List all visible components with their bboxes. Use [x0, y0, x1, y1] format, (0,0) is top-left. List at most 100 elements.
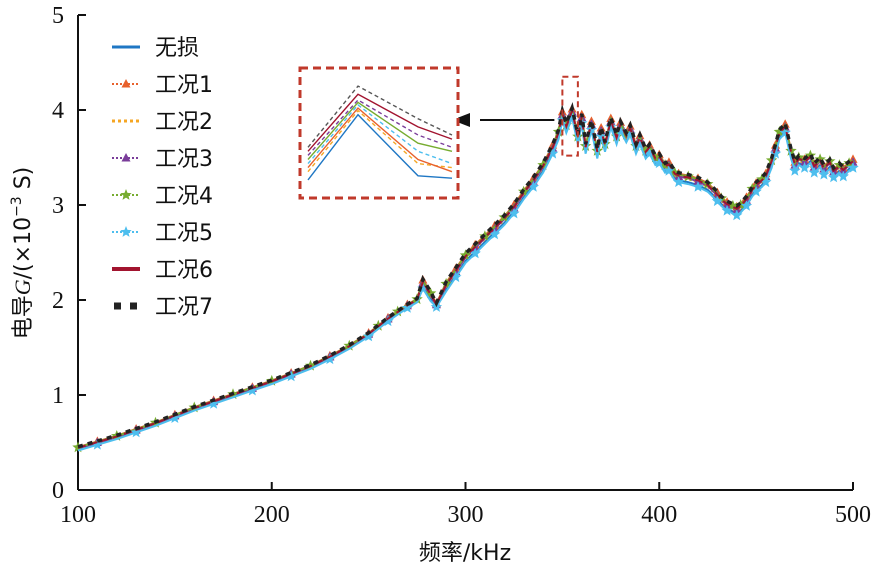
inset-series-line: [307, 93, 453, 152]
y-tick-label: 0: [52, 478, 64, 504]
series-marker: [653, 157, 665, 169]
x-axis-title: 频率/kHz: [419, 541, 511, 566]
series-marker: [585, 123, 598, 135]
inset-series-line: [307, 107, 453, 173]
series-marker: [246, 384, 259, 396]
peak-highlight-box: [561, 75, 579, 157]
legend-entry-7: 工况7: [114, 295, 213, 320]
y-tick-label: 4: [52, 98, 64, 124]
inset-series-line: [307, 101, 453, 160]
legend-entry-1: 工况1: [112, 73, 213, 98]
legend-label: 工况6: [155, 258, 213, 283]
x-tick-label: 300: [448, 502, 484, 528]
series-marker: [731, 209, 743, 221]
inset-series-line: [307, 99, 453, 156]
y-tick-label: 1: [52, 383, 64, 409]
series-marker: [120, 189, 132, 200]
y-axis-title-unit: S): [11, 167, 36, 197]
legend-label: 工况2: [155, 110, 213, 135]
legend-label: 工况7: [155, 295, 213, 320]
series-marker: [324, 353, 336, 365]
series-marker: [789, 164, 801, 176]
legend-label: 工况3: [155, 147, 213, 172]
series-marker: [643, 147, 656, 159]
inset-arrow-head: [452, 113, 470, 127]
y-axis-title: 电导G/(×10−3 S): [9, 167, 36, 340]
inset-series-line: [307, 85, 453, 148]
series-marker: [750, 185, 762, 197]
series-marker: [459, 249, 472, 261]
series-line: [77, 114, 854, 452]
legend-swatch: [130, 302, 137, 310]
legend-entry-3: 工况3: [112, 147, 213, 172]
series-marker: [605, 121, 617, 132]
series-marker: [798, 161, 811, 173]
series-line: [77, 107, 854, 449]
axes-layer: 100 200 300 400 500 0 1 2 3 4 5: [52, 3, 871, 528]
series-marker: [663, 164, 675, 176]
series-marker: [527, 180, 539, 192]
legend-entry-0: 无损: [112, 36, 199, 61]
series-marker: [800, 157, 810, 166]
legend-entry-4: 工况4: [112, 184, 213, 209]
series-6: [77, 107, 854, 449]
series-marker: [808, 166, 820, 178]
legend-label: 无损: [155, 36, 199, 61]
series-marker: [827, 171, 840, 183]
series-marker: [207, 397, 220, 409]
series-marker: [362, 330, 375, 342]
series-marker: [547, 147, 559, 159]
inset-layer: [298, 66, 460, 200]
series-marker: [91, 438, 104, 450]
series-marker: [769, 147, 782, 159]
series-marker: [711, 195, 724, 207]
series-marker: [488, 228, 501, 240]
legend-label: 工况1: [155, 73, 213, 98]
series-marker: [672, 176, 685, 188]
legend-entry-5: 工况5: [112, 221, 213, 246]
series-7: [77, 101, 855, 449]
series-marker: [121, 79, 131, 88]
y-tick-label: 3: [52, 193, 64, 219]
x-tick-label: 100: [60, 502, 96, 528]
series-marker: [624, 128, 636, 140]
inset-series-line: [307, 113, 453, 181]
y-axis-title-quantity: 电导: [11, 295, 36, 339]
series-marker: [847, 161, 859, 173]
y-axis-title-scale: /(×10: [11, 217, 36, 279]
legend-entry-2: 工况2: [112, 110, 213, 135]
series-marker: [614, 124, 627, 136]
series-marker: [727, 199, 739, 211]
series-line: [77, 101, 855, 449]
legend-swatch: [114, 302, 121, 310]
series-marker: [779, 126, 791, 138]
series-marker: [120, 226, 132, 237]
y-tick-label: 5: [52, 3, 64, 29]
series-marker: [692, 180, 704, 192]
series-marker: [130, 426, 142, 438]
series-marker: [721, 204, 733, 216]
series-layer: [72, 101, 859, 453]
series-marker: [169, 412, 181, 423]
legend-label: 工况4: [155, 184, 213, 209]
y-axis-title-exponent: −3: [9, 196, 25, 217]
series-marker: [285, 370, 297, 382]
inset-series-line: [307, 103, 453, 165]
series-marker: [121, 153, 131, 162]
series-marker: [469, 247, 481, 259]
series-marker: [760, 176, 772, 188]
y-tick-label: 2: [52, 288, 64, 314]
series-marker: [740, 199, 753, 211]
series-marker: [837, 170, 849, 182]
series-marker: [818, 168, 830, 180]
series-marker: [450, 271, 462, 283]
x-tick-label: 500: [835, 502, 871, 528]
x-tick-label: 400: [641, 502, 677, 528]
legend-entry-6: 工况6: [112, 258, 213, 283]
highlight-layer: [452, 75, 579, 157]
y-axis-title-symbol: G: [10, 279, 35, 295]
x-tick-label: 200: [254, 502, 290, 528]
series-marker: [382, 315, 394, 327]
series-marker: [401, 302, 414, 313]
